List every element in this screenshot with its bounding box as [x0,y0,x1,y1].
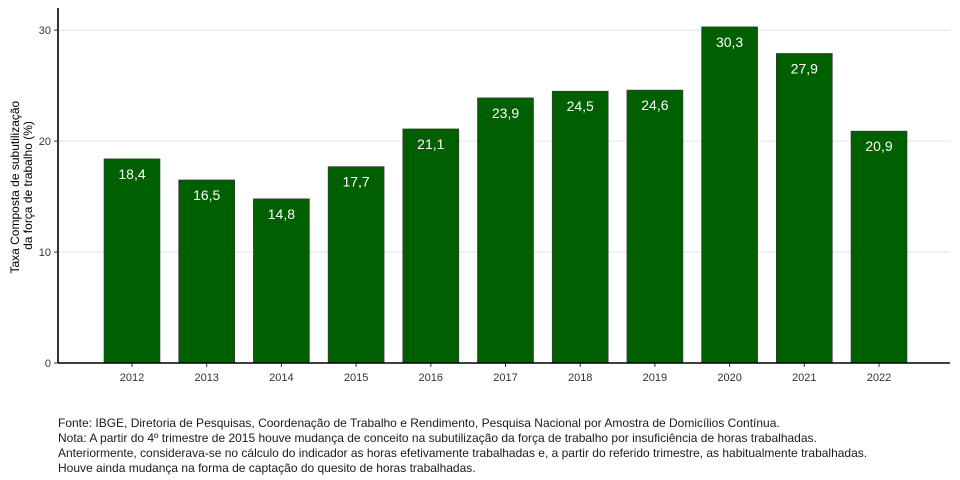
x-tick-labels: 2012 2013 2014 2015 2016 2017 2018 2019 2020 2021… [120,372,891,384]
y-axis-label: Taxa Composta de subutilização da força … [8,97,35,273]
bar-2012 [103,158,161,364]
bar-value-label-2017: 23,9 [492,105,519,121]
bars [103,26,908,364]
bar-2016 [402,128,460,364]
x-tick-label-2018: 2018 [568,372,592,384]
bar-2014 [253,198,310,364]
footnote-source: Fonte: IBGE, Diretoria de Pesquisas, Coo… [58,416,780,430]
bar-chart: 18,4 16,5 14,8 17,7 21,1 23,9 24,5 24,6 30,3 27,9… [8,8,950,384]
y-tick-label-0: 0 [45,358,51,370]
y-tick-label-10: 10 [39,247,51,259]
x-tick-label-2020: 2020 [717,372,741,384]
bar-2019 [626,89,684,364]
y-axis-label-line-2: da força de trabalho (%) [21,121,35,250]
footnote-note-line-2: Anteriormente, considerava-se no cálculo… [58,446,868,460]
x-tick-label-2021: 2021 [792,372,816,384]
y-tick-label-20: 20 [39,136,51,148]
bar-value-label-2021: 27,9 [791,60,818,76]
y-tick-labels: 0 10 20 30 [39,25,51,370]
bar-value-label-2019: 24,6 [641,97,668,113]
bar-value-label-2013: 16,5 [193,187,220,203]
footnote-note-line-1: Nota: A partir do 4º trimestre de 2015 h… [58,431,817,445]
y-tick-label-30: 30 [39,25,51,37]
bar-2018 [551,90,609,364]
bar-2020 [701,26,758,364]
axes [54,8,950,367]
x-tick-label-2015: 2015 [344,372,368,384]
bar-value-label-2020: 30,3 [716,34,743,50]
footnote: Fonte: IBGE, Diretoria de Pesquisas, Coo… [58,416,948,476]
x-tick-label-2019: 2019 [643,372,667,384]
bar-2022 [850,130,908,364]
bar-value-label-2016: 21,1 [417,136,444,152]
bar-2013 [178,179,235,364]
x-tick-label-2017: 2017 [493,372,517,384]
x-tick-label-2013: 2013 [194,372,218,384]
bar-value-label-2012: 18,4 [118,166,145,182]
x-tick-label-2022: 2022 [867,372,891,384]
x-tick-label-2014: 2014 [269,372,293,384]
bar-value-label-2014: 14,8 [268,206,295,222]
bar-labels: 18,4 16,5 14,8 17,7 21,1 23,9 24,5 24,6 30,3 27,9… [118,34,892,222]
x-tick-label-2012: 2012 [120,372,144,384]
bar-2021 [775,53,833,364]
y-axis-label-line-1: Taxa Composta de subutilização [8,100,22,273]
footnote-note-line-3: Houve ainda mudança na forma de captação… [58,461,476,475]
bar-2017 [477,97,534,364]
x-tick-label-2016: 2016 [419,372,443,384]
bar-value-label-2022: 20,9 [865,138,892,154]
bar-value-label-2018: 24,5 [567,98,594,114]
bar-2015 [327,166,385,364]
bar-value-label-2015: 17,7 [342,174,369,190]
